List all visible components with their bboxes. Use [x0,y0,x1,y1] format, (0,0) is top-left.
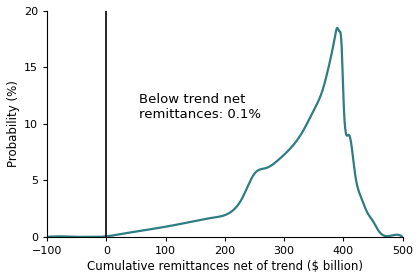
Y-axis label: Probability (%): Probability (%) [7,80,20,167]
Text: Below trend net
remittances: 0.1%: Below trend net remittances: 0.1% [139,93,261,121]
X-axis label: Cumulative remittances net of trend ($ billion): Cumulative remittances net of trend ($ b… [87,260,363,273]
